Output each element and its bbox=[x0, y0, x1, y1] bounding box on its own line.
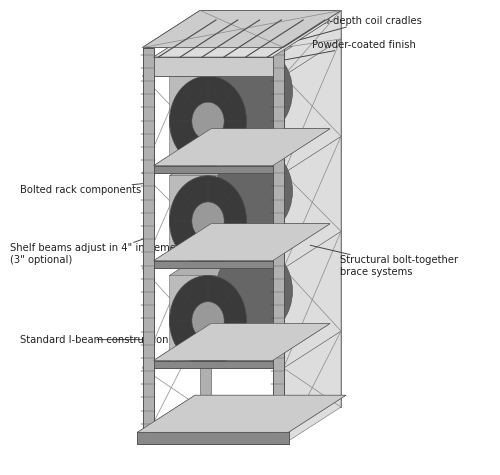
Polygon shape bbox=[170, 246, 292, 276]
Polygon shape bbox=[154, 20, 330, 57]
Polygon shape bbox=[154, 224, 330, 261]
Polygon shape bbox=[211, 224, 330, 231]
Polygon shape bbox=[170, 47, 216, 166]
Polygon shape bbox=[154, 57, 272, 76]
Polygon shape bbox=[142, 48, 154, 444]
Ellipse shape bbox=[216, 146, 292, 237]
Polygon shape bbox=[138, 395, 346, 432]
Polygon shape bbox=[142, 10, 341, 48]
Text: Bolted rack components: Bolted rack components bbox=[20, 183, 147, 195]
Polygon shape bbox=[154, 261, 272, 268]
Polygon shape bbox=[284, 331, 341, 444]
Polygon shape bbox=[284, 136, 341, 268]
Polygon shape bbox=[170, 47, 292, 76]
Polygon shape bbox=[154, 323, 330, 361]
Polygon shape bbox=[138, 432, 288, 444]
Text: Shelf beams adjust in 4" increments
(3" optional): Shelf beams adjust in 4" increments (3" … bbox=[10, 238, 192, 265]
Polygon shape bbox=[154, 261, 272, 268]
Polygon shape bbox=[154, 129, 330, 166]
Ellipse shape bbox=[192, 202, 224, 240]
Polygon shape bbox=[170, 146, 216, 266]
Text: Structural bolt-together
brace systems: Structural bolt-together brace systems bbox=[310, 245, 458, 277]
Polygon shape bbox=[154, 166, 272, 173]
Polygon shape bbox=[154, 20, 330, 57]
Ellipse shape bbox=[216, 246, 292, 336]
Ellipse shape bbox=[192, 302, 224, 340]
Polygon shape bbox=[142, 10, 341, 48]
Ellipse shape bbox=[170, 76, 246, 166]
Polygon shape bbox=[154, 323, 330, 361]
Polygon shape bbox=[284, 231, 341, 368]
Polygon shape bbox=[284, 10, 341, 76]
Text: Full-depth coil cradles: Full-depth coil cradles bbox=[265, 16, 422, 49]
Polygon shape bbox=[154, 361, 272, 368]
Polygon shape bbox=[154, 166, 272, 173]
Ellipse shape bbox=[170, 276, 246, 366]
Polygon shape bbox=[284, 39, 341, 173]
Polygon shape bbox=[272, 48, 283, 444]
Polygon shape bbox=[170, 146, 292, 176]
Polygon shape bbox=[138, 395, 346, 432]
Polygon shape bbox=[154, 361, 272, 368]
Polygon shape bbox=[211, 20, 330, 39]
Text: Powder-coated finish: Powder-coated finish bbox=[285, 40, 416, 60]
Ellipse shape bbox=[170, 176, 246, 266]
Polygon shape bbox=[200, 10, 211, 407]
Polygon shape bbox=[272, 48, 283, 444]
Polygon shape bbox=[142, 48, 154, 444]
Ellipse shape bbox=[192, 102, 224, 140]
Polygon shape bbox=[154, 224, 330, 261]
Polygon shape bbox=[154, 129, 330, 166]
Polygon shape bbox=[138, 432, 288, 444]
Polygon shape bbox=[211, 129, 330, 136]
Polygon shape bbox=[330, 10, 341, 407]
Polygon shape bbox=[211, 323, 330, 331]
Text: Standard I-beam construction: Standard I-beam construction bbox=[20, 334, 169, 345]
Ellipse shape bbox=[216, 47, 292, 137]
Polygon shape bbox=[154, 57, 272, 76]
Polygon shape bbox=[170, 246, 216, 366]
